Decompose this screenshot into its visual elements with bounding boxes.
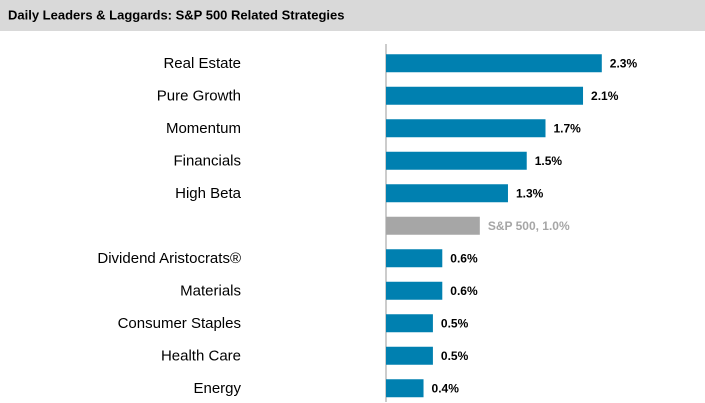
- value-label: 0.6%: [450, 284, 478, 298]
- title-bar: [0, 0, 705, 31]
- category-label: High Beta: [175, 185, 242, 202]
- bar: [386, 379, 424, 398]
- bar: [386, 54, 602, 73]
- bar: [386, 184, 508, 203]
- category-label: Energy: [193, 380, 241, 397]
- bar: [386, 119, 546, 138]
- value-label: S&P 500, 1.0%: [488, 219, 570, 233]
- chart-title: Daily Leaders & Laggards: S&P 500 Relate…: [8, 7, 344, 22]
- bar: [386, 86, 584, 105]
- category-label: Materials: [180, 283, 241, 300]
- category-label: Consumer Staples: [118, 315, 241, 332]
- category-label: Financials: [173, 153, 241, 170]
- value-label: 0.4%: [432, 381, 460, 395]
- bar: [386, 314, 433, 333]
- category-label: Momentum: [166, 120, 241, 137]
- bar: [386, 216, 480, 235]
- category-label: Dividend Aristocrats®: [97, 250, 241, 267]
- value-label: 0.6%: [450, 251, 478, 265]
- value-label: 2.3%: [610, 56, 638, 70]
- bar: [386, 151, 527, 170]
- category-label: Pure Growth: [157, 88, 241, 105]
- category-label: Health Care: [161, 348, 241, 365]
- value-label: 1.7%: [554, 121, 582, 135]
- value-label: 0.5%: [441, 349, 469, 363]
- value-label: 2.1%: [591, 89, 619, 103]
- category-label: Real Estate: [163, 55, 241, 72]
- bar: [386, 249, 443, 268]
- bar: [386, 346, 433, 365]
- value-label: 1.5%: [535, 154, 563, 168]
- value-label: 0.5%: [441, 316, 469, 330]
- value-label: 1.3%: [516, 186, 544, 200]
- bar: [386, 281, 443, 300]
